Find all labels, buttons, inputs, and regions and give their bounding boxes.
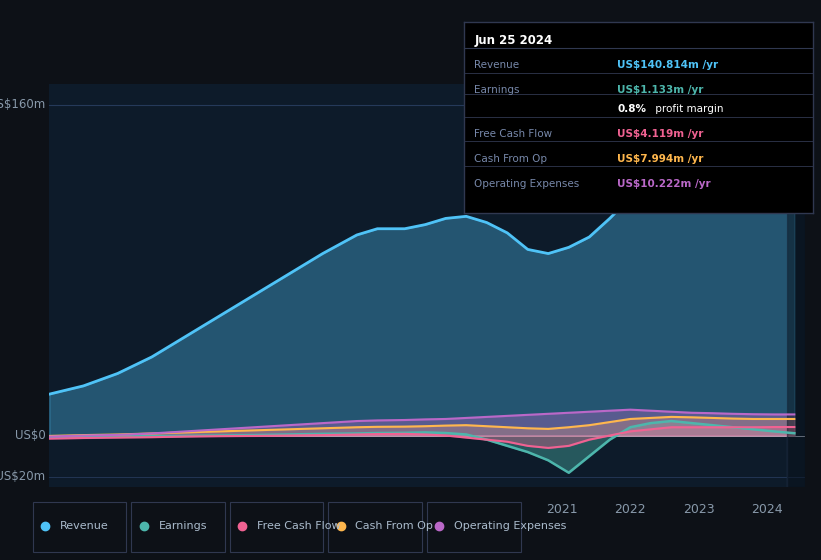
Text: 2024: 2024 [751,503,782,516]
FancyBboxPatch shape [230,502,323,552]
Text: Cash From Op: Cash From Op [475,154,548,164]
Text: Operating Expenses: Operating Expenses [475,179,580,189]
Text: 2017: 2017 [273,503,305,516]
FancyBboxPatch shape [328,502,422,552]
Text: Revenue: Revenue [60,521,108,531]
Text: 2015: 2015 [136,503,167,516]
Text: Jun 25 2024: Jun 25 2024 [475,34,553,47]
FancyBboxPatch shape [33,502,126,552]
Text: Free Cash Flow: Free Cash Flow [257,521,341,531]
Text: US$160m: US$160m [0,98,45,111]
Text: Free Cash Flow: Free Cash Flow [475,129,553,139]
Text: 2016: 2016 [204,503,236,516]
Text: -US$20m: -US$20m [0,470,45,483]
Text: Earnings: Earnings [158,521,207,531]
FancyBboxPatch shape [131,502,225,552]
Text: 2021: 2021 [546,503,578,516]
Bar [787,84,805,487]
Text: US$140.814m /yr: US$140.814m /yr [617,60,718,71]
Text: Operating Expenses: Operating Expenses [454,521,566,531]
Text: 0.8%: 0.8% [617,104,646,114]
Text: Cash From Op: Cash From Op [355,521,433,531]
Text: US$4.119m /yr: US$4.119m /yr [617,129,704,139]
Text: 2022: 2022 [614,503,646,516]
Text: profit margin: profit margin [653,104,724,114]
Text: US$7.994m /yr: US$7.994m /yr [617,154,704,164]
FancyBboxPatch shape [427,502,521,552]
Text: 2020: 2020 [478,503,510,516]
Text: US$0: US$0 [15,429,45,442]
Text: Earnings: Earnings [475,85,520,95]
Text: 2018: 2018 [341,503,373,516]
Text: 2023: 2023 [683,503,714,516]
Text: 2019: 2019 [410,503,441,516]
Text: Revenue: Revenue [475,60,520,71]
Text: US$10.222m /yr: US$10.222m /yr [617,179,711,189]
Text: US$1.133m /yr: US$1.133m /yr [617,85,704,95]
Text: 2014: 2014 [67,503,99,516]
